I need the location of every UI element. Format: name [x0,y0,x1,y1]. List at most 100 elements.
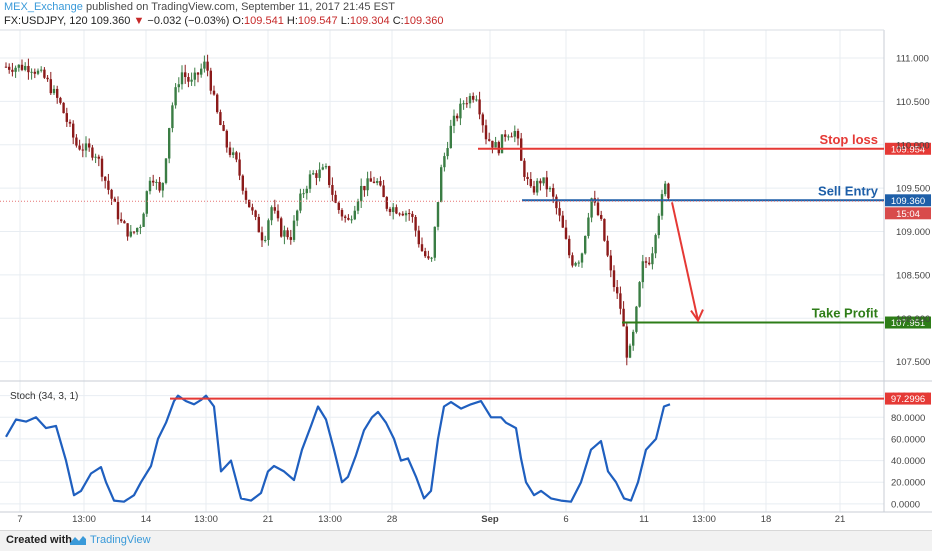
sell-entry-price-tag[interactable] [885,194,931,207]
publisher-link[interactable]: MEX_Exchange [4,1,83,13]
time-axis[interactable]: 7 13:00 14 13:00 21 13:00 28 Sep 6 11 13:00 18 21 [17,514,845,525]
candle-body [299,193,302,211]
candle-body [478,99,481,115]
open-value: 109.541 [244,15,284,27]
candle-body [184,72,187,78]
candle-body [72,123,75,138]
candle-body [446,148,449,157]
price-tick-label: 109.500 [896,184,930,195]
candle-body [472,95,475,100]
candle-body [513,130,516,137]
candle-body [14,67,17,72]
candle-body [84,143,88,151]
candle-body [667,183,670,199]
price-tick-label: 107.500 [896,357,930,368]
candle-body [417,230,420,245]
stoch-axis[interactable]: 100.000080.000060.000040.000020.00000.00… [891,391,931,510]
candle-body [100,158,104,177]
chart-area[interactable]: Stop loss 109.954 Sell Entry 109.360 Take Pr… [0,0,932,530]
candle-body [356,201,360,211]
candle-body [308,174,312,189]
candle-body [340,210,344,217]
candle-body [523,160,526,177]
candle-body [648,262,651,265]
stoch-indicator-title[interactable]: Stoch (34, 3, 1) [10,391,78,402]
time-tick-label: 18 [761,514,772,525]
price-tick-label: 110.000 [896,140,930,151]
candle-body [366,178,369,191]
candle-body [344,216,347,218]
candle-body [379,181,382,186]
time-tick-label: 11 [639,514,649,525]
candle-body [289,237,292,240]
candle-body [430,257,433,259]
candle-body [273,207,276,211]
candle-body [260,232,264,241]
candle-body [30,71,33,73]
candle-body [216,94,219,113]
stop-loss-price-tag[interactable] [885,142,931,155]
take-profit-price-tag[interactable] [885,316,931,329]
stoch-series: 97.2996 [5,392,931,503]
header-line-2: FX:USDJPY, 120 109.360 ▼ −0.032 (−0.03%)… [4,15,443,27]
candle-body [88,143,91,148]
sell-entry-annotation: Sell Entry [818,183,879,198]
candle-body [456,115,459,119]
candle-body [475,99,478,101]
candle-body [398,213,401,215]
stoch-level-tag[interactable] [885,392,931,405]
candle-body [142,213,145,227]
close-value: 109.360 [403,15,444,27]
candle-body [254,210,257,217]
candle-body [436,202,440,227]
candle-body [452,115,456,126]
created-with-label: Created with [6,534,73,546]
take-profit-annotation: Take Profit [812,306,879,321]
candle-body [276,210,280,219]
candle-body [497,142,500,154]
candle-body [36,70,40,74]
candle-body [465,103,468,105]
candle-body [638,282,641,307]
candle-body [539,180,542,184]
candle-body [113,198,116,202]
candle-body [360,185,363,202]
candle-body [91,147,94,158]
price-tick-label: 109.000 [896,227,930,238]
candle-body [152,180,155,183]
candle-body [532,186,536,193]
candle-body [632,331,635,346]
candle-body [27,65,30,73]
candle-body [577,262,580,264]
candle-body [321,167,324,170]
candle-body [136,227,139,233]
candle-body [500,134,504,154]
candle-body [177,84,180,88]
price-axis[interactable]: 111.000 110.500 110.000 109.500 109.000 108.5… [896,54,930,369]
countdown-label: 15:04 [896,209,920,220]
candle-body [427,256,430,259]
time-tick-label: 13:00 [194,514,218,525]
candle-body [180,72,184,85]
candle-body [449,125,452,149]
candle-body [158,181,161,191]
time-tick-label: 6 [563,514,568,525]
candle-body [353,210,356,220]
candle-body [657,215,660,236]
candle-body [542,177,545,184]
candle-body [139,226,142,228]
published-text: published on TradingView.com, September … [85,1,395,13]
price-tick-label: 108.500 [896,270,930,281]
candle-body [187,77,190,82]
candle-body [433,226,436,258]
candle-body [251,207,254,211]
candle-body [606,240,609,256]
candle-body [164,158,168,183]
tradingview-brand-link[interactable]: TradingView [90,534,151,546]
candle-body [462,103,465,105]
countdown-tag[interactable] [885,207,931,220]
tradingview-logo-icon[interactable] [69,534,87,546]
candle-body [619,293,622,309]
stoch-level-label: 97.2996 [891,394,925,405]
candle-body [654,235,657,254]
